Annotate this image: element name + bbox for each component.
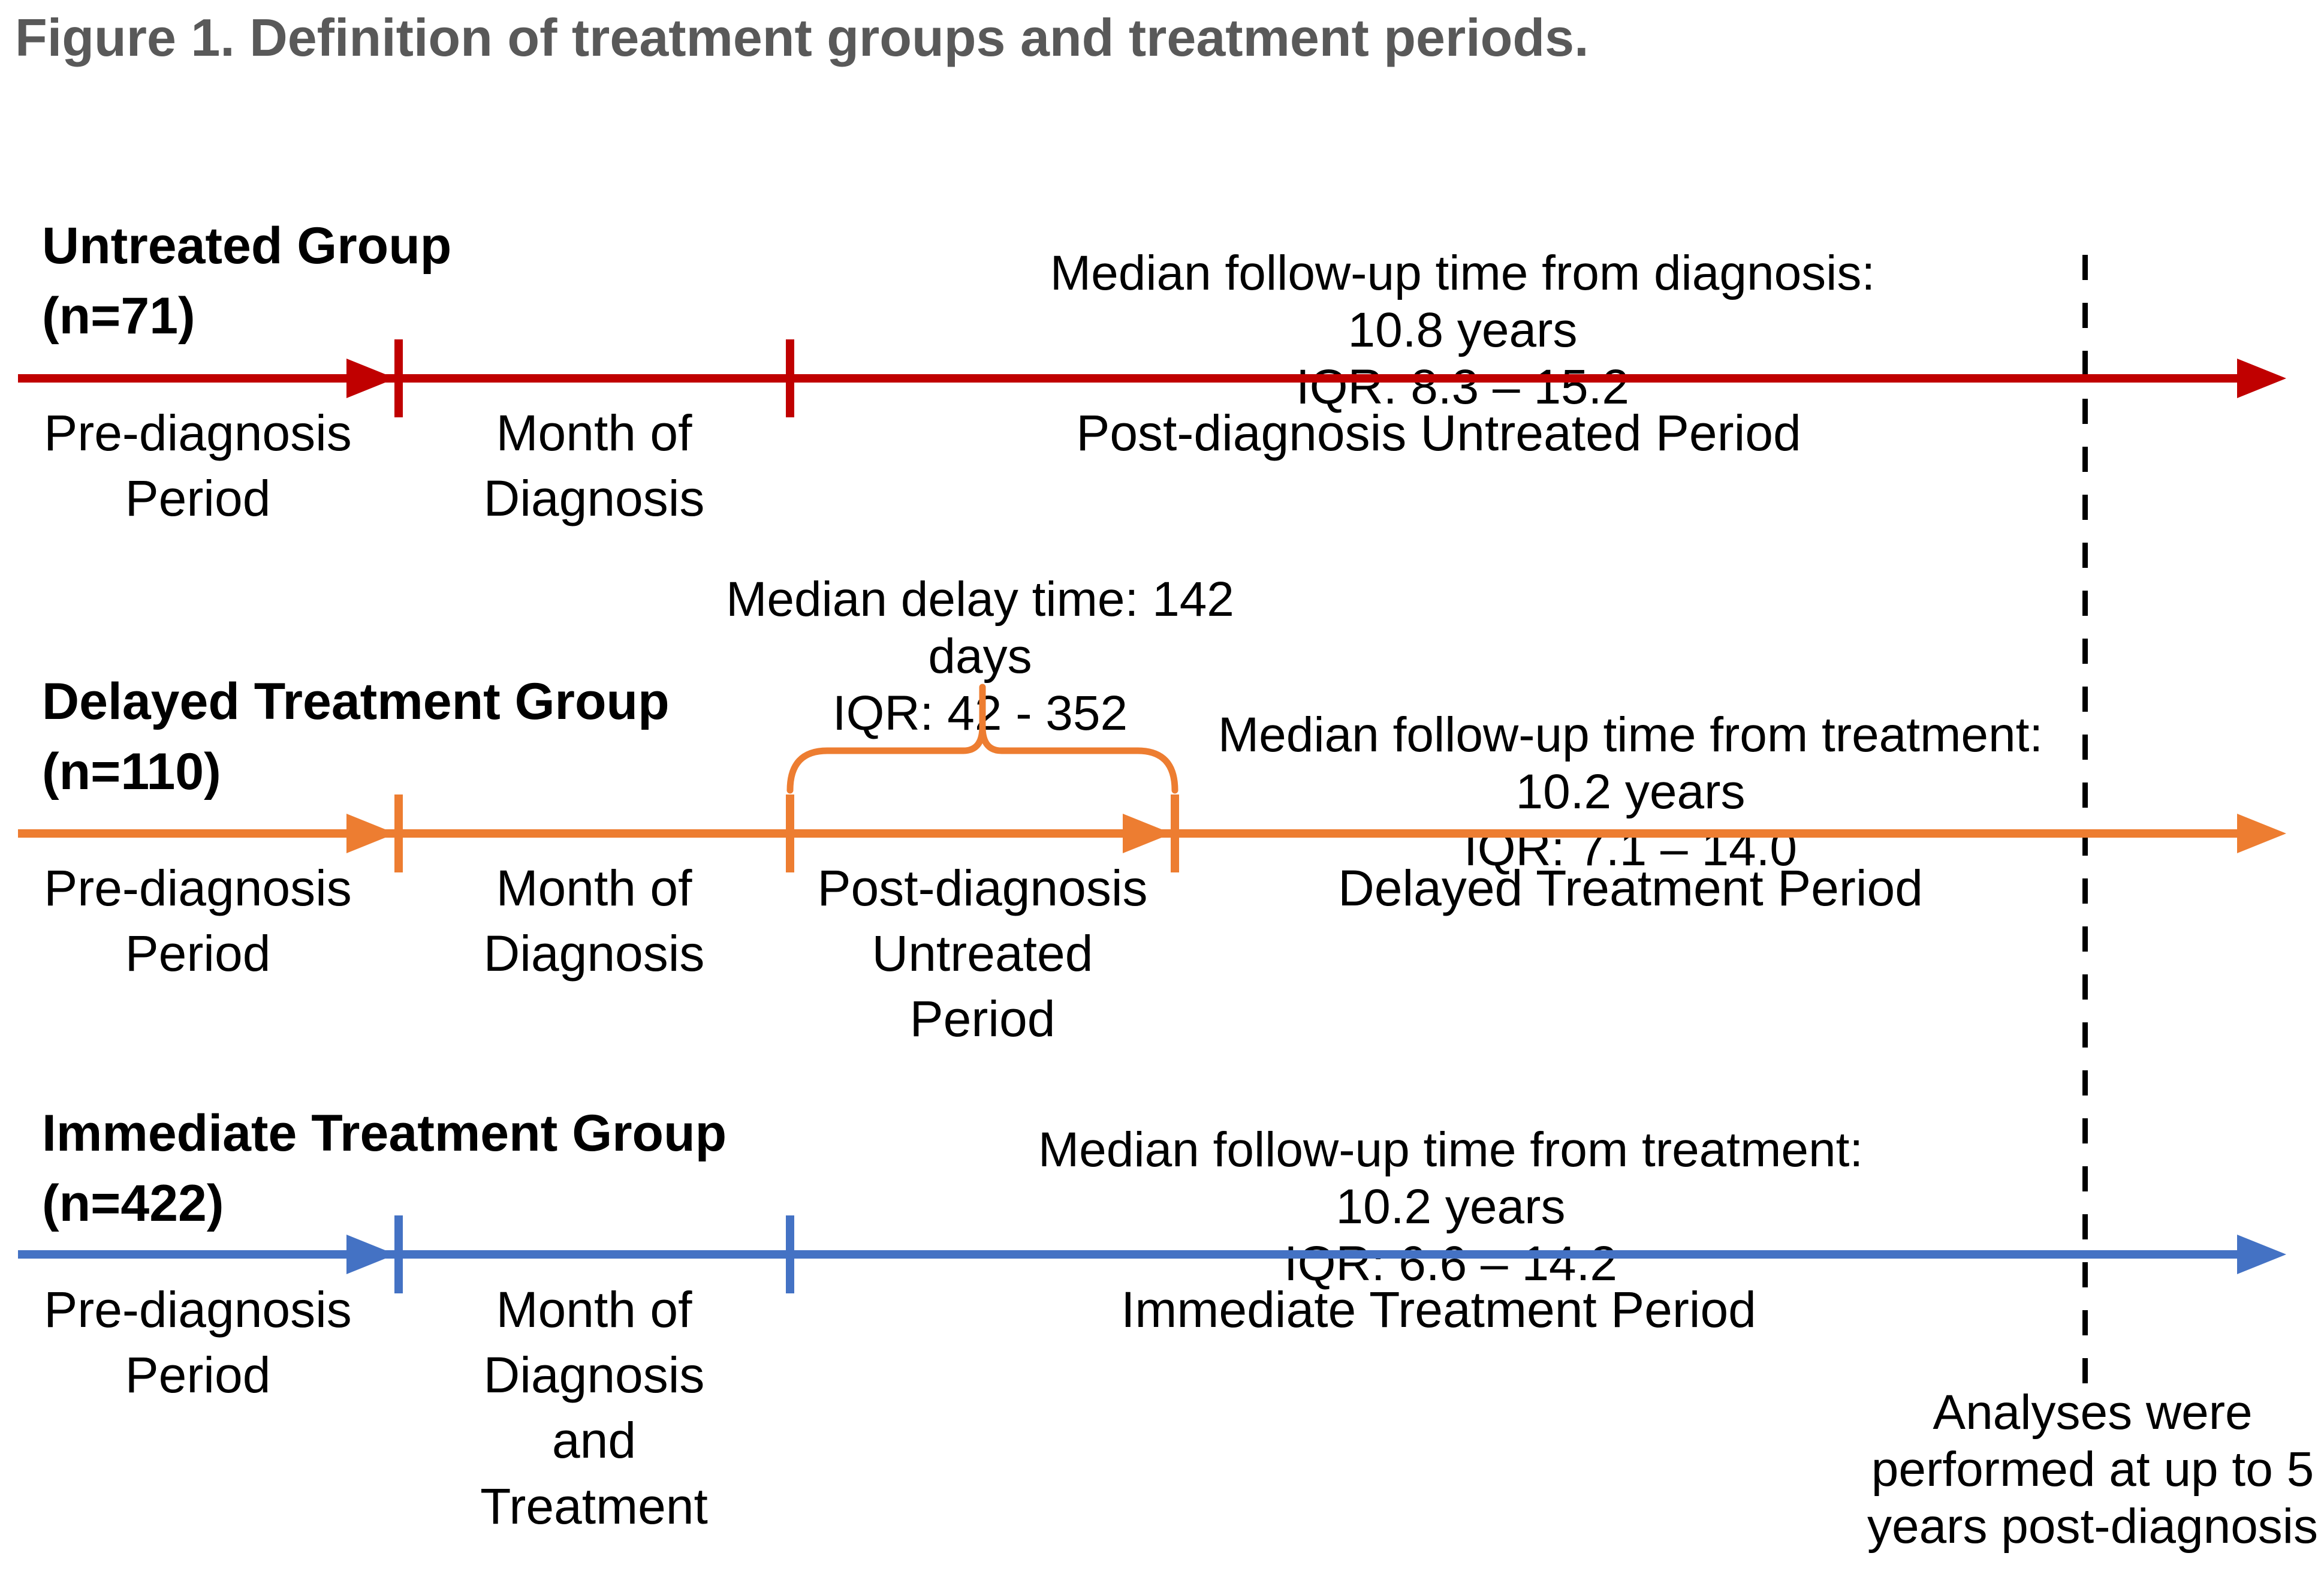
immediate-prediagnosis-arrowhead-icon: [346, 1235, 396, 1274]
immediate-prediagnosis-label: Pre-diagnosis Period: [44, 1281, 352, 1404]
untreated-prediagnosis-label: Pre-diagnosis Period: [44, 405, 352, 527]
delayed-treatment-period-label: Delayed Treatment Period: [1338, 860, 1923, 916]
immediate-timeline-end-arrowhead-icon: [2237, 1235, 2286, 1274]
untreated-timeline: [18, 374, 2237, 383]
untreated-diagnosis-month-start-tick: [394, 339, 403, 417]
analysis-note: Analyses were performed at up to 5 years…: [1867, 1385, 2319, 1554]
untreated-month-of-diagnosis-label: Month of Diagnosis: [483, 405, 705, 527]
delayed-prediagnosis-label: Pre-diagnosis Period: [44, 860, 352, 982]
delayed-month-of-diagnosis-label: Month of Diagnosis: [483, 860, 705, 982]
immediate-month-of-diagnosis-treatment-label: Month of Diagnosis and Treatment: [480, 1281, 708, 1534]
delayed-delay-time-annotation: Median delay time: 142 days IQR: 42 - 35…: [726, 572, 1234, 741]
delayed-prediagnosis-arrowhead-icon: [346, 814, 396, 853]
delayed-diagnosis-month-end-tick: [786, 794, 794, 872]
untreated-followup-annotation: Median follow-up time from diagnosis: 10…: [1050, 246, 1876, 415]
immediate-diagnosis-month-start-tick: [394, 1215, 403, 1293]
untreated-prediagnosis-arrowhead-icon: [346, 359, 396, 398]
delayed-diagnosis-month-start-tick: [394, 794, 403, 872]
immediate-treatment-period-label: Immediate Treatment Period: [1121, 1281, 1756, 1338]
delayed-followup-annotation: Median follow-up time from treatment: 10…: [1217, 708, 2043, 877]
analysis-cutoff-dashed-line: [2082, 255, 2088, 1389]
immediate-followup-annotation: Median follow-up time from treatment: 10…: [1038, 1122, 1864, 1292]
immediate-diagnosis-month-end-tick: [786, 1215, 794, 1293]
delay-brace: [786, 684, 1178, 794]
untreated-timeline-end-arrowhead-icon: [2237, 359, 2286, 398]
untreated-group-title: Untreated Group (n=71): [42, 217, 452, 345]
delay-brace-curve: [786, 723, 1178, 794]
delayed-treatment-start-tick: [1171, 794, 1179, 872]
delayed-group-title: Delayed Treatment Group (n=110): [42, 673, 670, 800]
immediate-group-title: Immediate Treatment Group (n=422): [42, 1104, 727, 1232]
delayed-untreated-period-arrowhead-icon: [1123, 814, 1172, 853]
untreated-diagnosis-month-end-tick: [786, 339, 794, 417]
untreated-postdiagnosis-period-label: Post-diagnosis Untreated Period: [1076, 405, 1801, 461]
delayed-timeline-end-arrowhead-icon: [2237, 814, 2286, 853]
immediate-timeline: [18, 1250, 2237, 1259]
delayed-postdiagnosis-untreated-label: Post-diagnosis Untreated Period: [817, 860, 1148, 1048]
figure-title: Figure 1. Definition of treatment groups…: [15, 8, 1589, 67]
